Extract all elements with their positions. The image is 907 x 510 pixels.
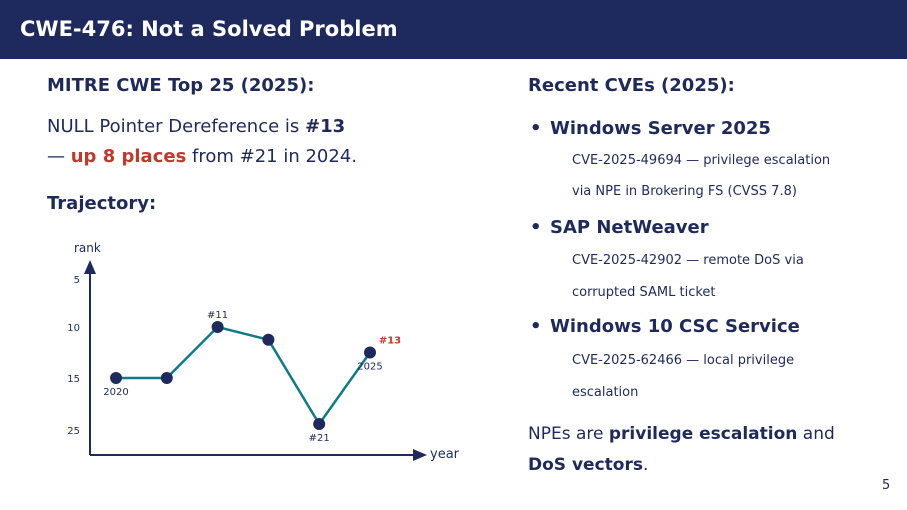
conclusion-line2: DoS vectors. bbox=[528, 455, 648, 475]
y-tick-label: 5 bbox=[74, 275, 80, 286]
rank-change-text: from #21 in 2024. bbox=[186, 146, 357, 167]
data-point bbox=[364, 346, 376, 359]
y-tick-label: 10 bbox=[67, 323, 80, 334]
cve-item-detail: via NPE in Brokering FS (CVSS 7.8) bbox=[572, 184, 797, 199]
y-axis-label: rank bbox=[74, 241, 101, 255]
rank-chart: rank year 5 10 15 25 2020 #11 #21 2025 #13 bbox=[67, 241, 460, 462]
data-point bbox=[160, 372, 173, 384]
cve-item-title: Windows 10 CSC Service bbox=[530, 316, 800, 337]
conclusion-text: . bbox=[642, 455, 649, 475]
statement-text: NULL Pointer Dereference is bbox=[47, 116, 306, 137]
slide-title: CWE-476: Not a Solved Problem bbox=[0, 0, 907, 59]
y-tick-label: 15 bbox=[67, 374, 80, 385]
rank-statement: NULL Pointer Dereference is #13 bbox=[47, 116, 345, 137]
recent-cves-heading: Recent CVEs (2025): bbox=[528, 75, 735, 96]
data-point bbox=[313, 418, 326, 430]
rank-value: #13 bbox=[305, 116, 346, 137]
cve-item-detail: escalation bbox=[572, 385, 639, 400]
data-label: 2025 bbox=[357, 362, 382, 373]
cve-item-detail: corrupted SAML ticket bbox=[572, 285, 716, 300]
dash: — bbox=[47, 146, 71, 167]
conclusion-bold: privilege escalation bbox=[608, 424, 798, 444]
cve-item-detail: CVE-2025-62466 — local privilege bbox=[572, 353, 795, 368]
cve-item-detail: CVE-2025-42902 — remote DoS via bbox=[572, 253, 804, 268]
cwe-top25-heading: MITRE CWE Top 25 (2025): bbox=[47, 75, 315, 96]
cve-item-title: SAP NetWeaver bbox=[530, 217, 709, 238]
conclusion-text: NPEs are bbox=[528, 424, 609, 444]
rank-change-highlight: up 8 places bbox=[70, 146, 187, 167]
data-point bbox=[110, 372, 122, 384]
y-tick-label: 25 bbox=[67, 426, 80, 437]
rank-line bbox=[116, 325, 372, 427]
conclusion-bold: DoS vectors bbox=[528, 455, 643, 475]
conclusion-text: and bbox=[797, 424, 835, 444]
x-axis-label: year bbox=[430, 447, 460, 462]
data-label: #13 bbox=[379, 336, 401, 347]
data-label: 2020 bbox=[103, 387, 128, 398]
rank-change: — up 8 places from #21 in 2024. bbox=[47, 146, 357, 167]
cve-item-detail: CVE-2025-49694 — privilege escalation bbox=[572, 153, 831, 168]
conclusion-line1: NPEs are privilege escalation and bbox=[528, 424, 835, 444]
trajectory-heading: Trajectory: bbox=[47, 193, 157, 214]
page-number: 5 bbox=[882, 478, 891, 493]
data-label: #21 bbox=[309, 433, 330, 444]
data-label: #11 bbox=[207, 310, 228, 321]
data-point bbox=[211, 321, 224, 333]
cve-item-title: Windows Server 2025 bbox=[530, 118, 771, 139]
data-point bbox=[262, 333, 275, 346]
